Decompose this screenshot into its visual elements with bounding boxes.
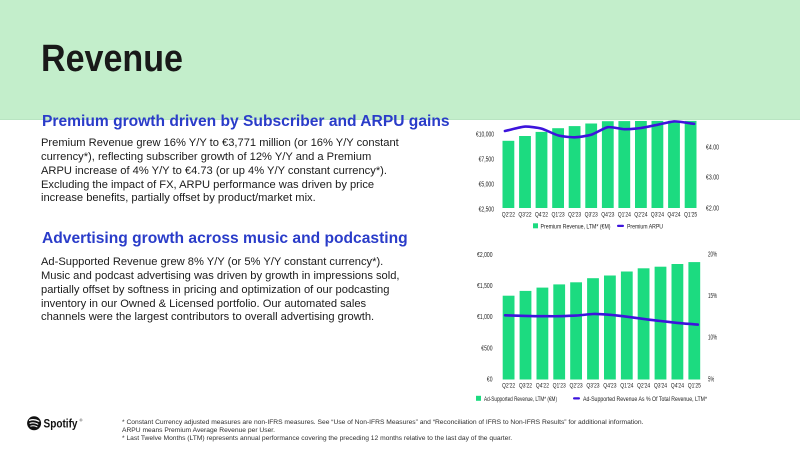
svg-text:Q2'22: Q2'22 <box>502 382 516 389</box>
svg-text:Q3'23: Q3'23 <box>585 212 599 219</box>
svg-text:€2,500: €2,500 <box>479 206 494 213</box>
svg-text:Q3'22: Q3'22 <box>519 382 533 389</box>
svg-text:€500: €500 <box>481 345 492 352</box>
svg-text:Q4'23: Q4'23 <box>601 212 615 219</box>
svg-text:Q4'22: Q4'22 <box>535 212 549 219</box>
svg-text:€7,500: €7,500 <box>479 156 494 163</box>
svg-text:Q3'24: Q3'24 <box>651 212 665 219</box>
svg-text:Q3'22: Q3'22 <box>518 212 532 219</box>
svg-text:Q1'23: Q1'23 <box>552 212 566 219</box>
svg-text:Q2'24: Q2'24 <box>634 212 648 219</box>
svg-text:Q2'23: Q2'23 <box>570 382 584 389</box>
svg-text:Q2'22: Q2'22 <box>502 212 516 219</box>
svg-text:Ad-Supported Revenue, LTM* (€M: Ad-Supported Revenue, LTM* (€M) <box>484 396 557 403</box>
svg-text:€0: €0 <box>487 376 493 383</box>
svg-text:Q4'22: Q4'22 <box>536 382 550 389</box>
svg-text:Q1'24: Q1'24 <box>620 382 634 389</box>
svg-text:Premium Revenue, LTM* (€M): Premium Revenue, LTM* (€M) <box>541 223 611 230</box>
svg-text:€10,000: €10,000 <box>476 131 494 138</box>
svg-text:Q1'24: Q1'24 <box>618 212 632 219</box>
svg-text:Q1'25: Q1'25 <box>684 212 698 219</box>
svg-text:Q4'24: Q4'24 <box>671 382 685 389</box>
svg-text:10%: 10% <box>708 335 717 342</box>
svg-text:€5,000: €5,000 <box>479 181 494 188</box>
svg-text:€1,000: €1,000 <box>477 314 492 321</box>
svg-text:Spotify: Spotify <box>44 418 79 430</box>
svg-text:Q3'23: Q3'23 <box>586 382 600 389</box>
svg-text:5%: 5% <box>708 376 714 383</box>
svg-text:®: ® <box>80 418 83 423</box>
svg-text:Q1'25: Q1'25 <box>688 382 702 389</box>
svg-text:15%: 15% <box>708 293 717 300</box>
svg-text:€4.00: €4.00 <box>706 144 719 151</box>
svg-text:€2.00: €2.00 <box>706 205 719 212</box>
svg-text:Q4'23: Q4'23 <box>603 382 617 389</box>
svg-text:Ad-Supported Revenue As % Of T: Ad-Supported Revenue As % Of Total Reven… <box>583 396 707 403</box>
svg-text:Q2'23: Q2'23 <box>568 212 582 219</box>
svg-text:€1,500: €1,500 <box>477 283 492 290</box>
svg-text:20%: 20% <box>708 251 717 258</box>
svg-text:€2,000: €2,000 <box>477 252 492 259</box>
svg-text:Premium ARPU: Premium ARPU <box>627 223 663 230</box>
svg-text:€3.00: €3.00 <box>706 174 719 181</box>
svg-text:Q1'23: Q1'23 <box>553 382 567 389</box>
svg-text:Q3'24: Q3'24 <box>654 382 668 389</box>
svg-text:Q2'24: Q2'24 <box>637 382 651 389</box>
svg-text:Q4'24: Q4'24 <box>667 212 681 219</box>
